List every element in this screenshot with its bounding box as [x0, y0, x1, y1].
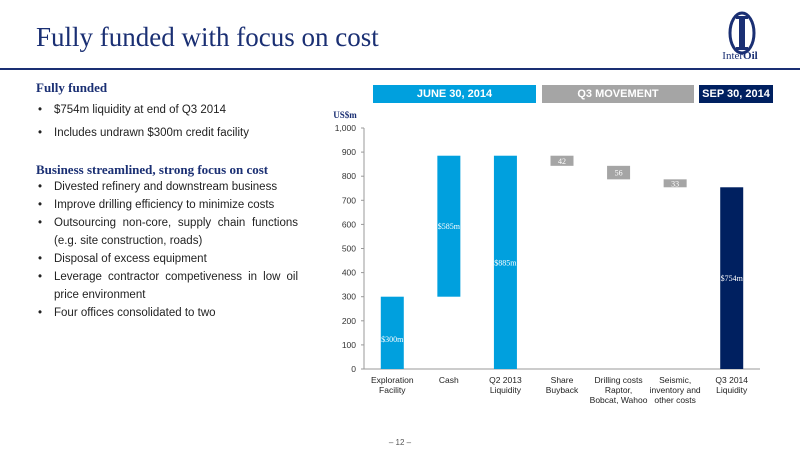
- y-tick-label: 100: [342, 340, 356, 350]
- y-tick-label: 800: [342, 171, 356, 181]
- title-divider: [0, 68, 800, 70]
- category-label: Cash: [439, 375, 459, 385]
- bullet-item: Includes undrawn $300m credit facility: [36, 124, 298, 142]
- waterfall-bar: [663, 179, 687, 188]
- category-label: Q2 2013: [489, 375, 522, 385]
- category-label: Liquidity: [490, 385, 522, 395]
- bullet-item: Leverage contractor competiveness in low…: [36, 268, 298, 304]
- y-tick-label: 0: [351, 364, 356, 374]
- data-label: 33: [671, 179, 679, 188]
- category-label: Buyback: [546, 385, 579, 395]
- bullet-item: $754m liquidity at end of Q3 2014: [36, 101, 298, 119]
- category-label: Bobcat, Wahoo: [590, 395, 648, 405]
- heading-fully-funded: Fully funded: [36, 80, 108, 95]
- y-tick-label: 500: [342, 244, 356, 254]
- logo-wordmark: InterOil: [722, 50, 758, 62]
- category-label: Seismic,: [659, 375, 691, 385]
- category-label: other costs: [654, 395, 696, 405]
- category-label: Share: [551, 375, 574, 385]
- waterfall-bar: [437, 155, 461, 297]
- y-tick-label: 700: [342, 195, 356, 205]
- waterfall-bar: [720, 187, 744, 369]
- bullet-item: Four offices consolidated to two: [36, 304, 298, 322]
- category-label: Raptor,: [605, 385, 632, 395]
- page-title: Fully funded with focus on cost: [36, 22, 379, 52]
- waterfall-bar: [550, 155, 574, 166]
- category-label: Drilling costs: [594, 375, 642, 385]
- y-tick-label: 1,000: [335, 123, 357, 133]
- funding-bullets: $754m liquidity at end of Q3 2014 Includ…: [36, 101, 298, 142]
- y-tick-label: 200: [342, 316, 356, 326]
- y-axis-label: US$m: [333, 110, 357, 120]
- data-label: $300m: [381, 335, 404, 344]
- header-q3-movement: Q3 MOVEMENT: [542, 85, 694, 103]
- y-tick-label: 400: [342, 268, 356, 278]
- category-label: Facility: [379, 385, 406, 395]
- category-label: Q3 2014: [715, 375, 748, 385]
- streamline-bullets: Divested refinery and downstream busines…: [36, 178, 298, 322]
- page-number: – 12 –: [388, 438, 412, 447]
- waterfall-bar: [380, 296, 404, 369]
- bullet-panel: Fully funded $754m liquidity at end of Q…: [36, 80, 298, 322]
- bullet-item: Improve drilling efficiency to minimize …: [36, 196, 298, 214]
- category-label: Exploration: [371, 375, 414, 385]
- y-tick-label: 900: [342, 147, 356, 157]
- bullet-item: Outsourcing non-core, supply chain funct…: [36, 214, 298, 250]
- category-label: inventory and: [650, 385, 701, 395]
- header-june-2014: JUNE 30, 2014: [373, 85, 536, 103]
- bullet-item: Divested refinery and downstream busines…: [36, 178, 298, 196]
- interoil-logo-icon: [728, 11, 756, 55]
- data-label: $885m: [494, 258, 517, 267]
- waterfall-bar: [607, 165, 631, 180]
- y-tick-label: 600: [342, 219, 356, 229]
- waterfall-bar: [493, 155, 517, 369]
- data-label: 56: [615, 169, 623, 178]
- y-tick-label: 300: [342, 292, 356, 302]
- header-sep-2014: SEP 30, 2014: [699, 85, 773, 103]
- data-label: 42: [558, 157, 566, 166]
- heading-business-streamlined: Business streamlined, strong focus on co…: [36, 162, 269, 177]
- category-label: Liquidity: [716, 385, 748, 395]
- data-label: $754m: [721, 274, 744, 283]
- data-label: $585m: [438, 222, 461, 231]
- bullet-item: Disposal of excess equipment: [36, 250, 298, 268]
